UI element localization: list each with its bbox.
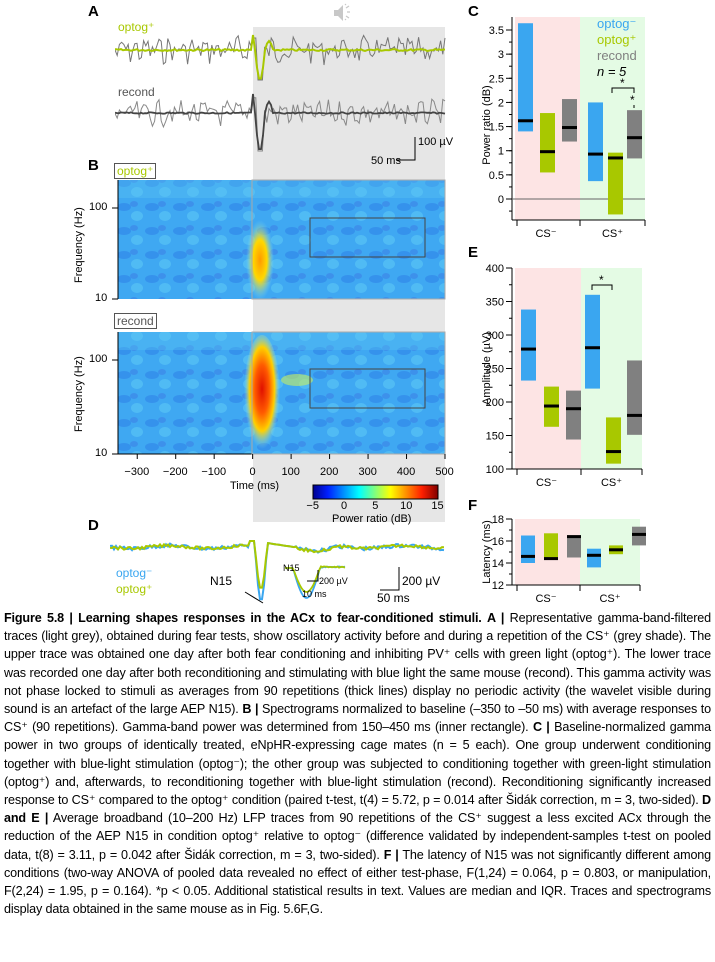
y-tick-label: 0.5 <box>489 170 504 182</box>
iqr-box <box>627 360 642 434</box>
y-tick-label: 18 <box>492 514 504 526</box>
y-tick-label: 150 <box>486 431 504 443</box>
iqr-box <box>562 99 577 141</box>
y-tick-label: 0 <box>498 194 504 206</box>
caption-figure-label: Figure 5.8 | <box>4 611 73 625</box>
caption-title: Learning shapes responses in the ACx to … <box>78 611 481 625</box>
y-tick-label: 14 <box>492 558 504 570</box>
legend-optog-minus: optog⁻ <box>597 16 636 31</box>
median-line <box>608 156 623 159</box>
median-line <box>544 405 559 408</box>
iqr-box <box>540 113 555 172</box>
y-tick-label: 1 <box>498 146 504 158</box>
category-label: CS⁺ <box>602 228 623 240</box>
caption-a-label: A | <box>487 611 504 625</box>
iqr-box <box>566 391 581 440</box>
y-tick-label: 400 <box>486 263 504 275</box>
median-line <box>587 554 601 557</box>
figure-caption: Figure 5.8 | Learning shapes responses i… <box>4 609 711 918</box>
category-label: CS⁻ <box>536 477 557 489</box>
median-line <box>627 136 642 139</box>
caption-b-label: B | <box>242 702 258 716</box>
median-line <box>632 533 646 536</box>
caption-a-text: Representative gamma-band-filtered trace… <box>4 611 711 716</box>
category-label: CS⁺ <box>599 593 620 605</box>
box-charts: 00.511.522.533.5Power ratio (dB)CS⁻ CS⁺10… <box>0 0 715 605</box>
iqr-box <box>585 295 600 389</box>
y-tick-label: 350 <box>486 297 504 309</box>
median-line <box>521 555 535 558</box>
caption-c-label: C | <box>533 720 550 734</box>
y-axis-label: Amplitude (µV) <box>481 332 493 405</box>
median-line <box>606 450 621 453</box>
y-tick-label: 100 <box>486 464 504 476</box>
median-line <box>518 119 533 122</box>
legend-optog-plus: optog⁺ <box>597 32 636 47</box>
significance-star: * <box>599 273 604 287</box>
median-line <box>540 150 555 153</box>
median-line <box>588 153 603 156</box>
category-label: CS⁺ <box>601 477 622 489</box>
iqr-box <box>627 110 642 158</box>
significance-star: * <box>620 76 625 90</box>
significance-star: * <box>630 93 635 107</box>
y-tick-label: 2.5 <box>489 73 504 85</box>
category-label: CS⁻ <box>535 593 556 605</box>
y-axis-label: Power ratio (dB) <box>481 85 493 164</box>
iqr-box <box>587 549 601 568</box>
median-line <box>566 407 581 410</box>
median-line <box>627 414 642 417</box>
legend-recond: recond <box>597 48 637 63</box>
iqr-box <box>518 23 533 131</box>
y-tick-label: 3.5 <box>489 25 504 37</box>
y-tick-label: 16 <box>492 536 504 548</box>
iqr-box <box>632 527 646 546</box>
iqr-box <box>606 417 621 463</box>
median-line <box>544 557 558 560</box>
category-label: CS⁻ <box>535 228 556 240</box>
median-line <box>609 548 623 551</box>
iqr-box <box>521 536 535 564</box>
median-line <box>562 126 577 129</box>
y-tick-label: 2 <box>498 97 504 109</box>
caption-f-label: F | <box>384 848 399 862</box>
y-axis-label: Latency (ms) <box>481 520 493 584</box>
iqr-box <box>608 153 623 215</box>
y-tick-label: 12 <box>492 580 504 592</box>
median-line <box>567 535 581 538</box>
iqr-box <box>521 310 536 381</box>
iqr-box <box>544 533 558 559</box>
iqr-box <box>567 537 581 558</box>
median-line <box>521 348 536 351</box>
iqr-box <box>588 102 603 181</box>
median-line <box>585 346 600 349</box>
y-tick-label: 3 <box>498 49 504 61</box>
